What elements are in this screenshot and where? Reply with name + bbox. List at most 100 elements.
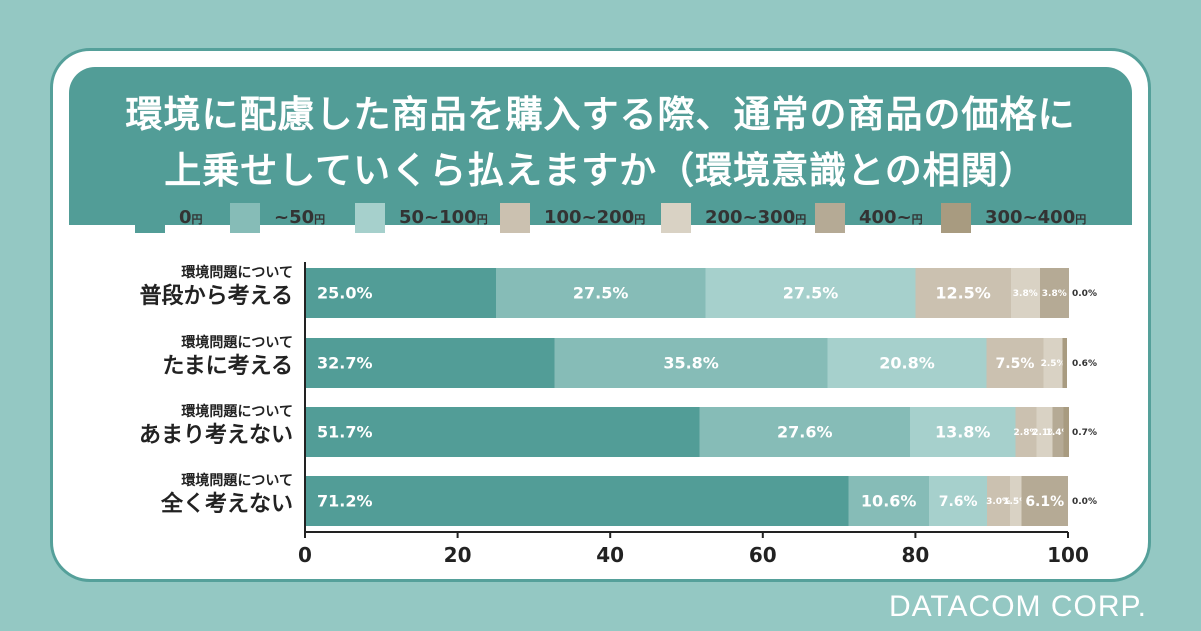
category-label-0: 環境問題について普段から考える bbox=[100, 264, 293, 312]
legend-swatch bbox=[815, 203, 845, 233]
bar-segment bbox=[986, 338, 1044, 388]
x-tick-label: 0 bbox=[298, 543, 312, 567]
legend-series-name: 100~200 bbox=[544, 207, 635, 228]
value-label: 25.0% bbox=[317, 284, 373, 303]
category-sub-label: 環境問題について bbox=[181, 265, 293, 281]
bar-segment bbox=[1036, 407, 1053, 457]
legend-series-name: 0 bbox=[179, 207, 192, 228]
legend-unit: 円 bbox=[795, 213, 807, 226]
value-label: 7.6% bbox=[939, 494, 978, 510]
category-label-3: 環境問題について 全く考えない bbox=[100, 472, 293, 520]
x-tick-label: 80 bbox=[901, 543, 930, 567]
value-label: 51.7% bbox=[317, 423, 373, 442]
legend-series-name: 400~ bbox=[859, 207, 912, 228]
bar-segment bbox=[1021, 476, 1068, 526]
legend-unit: 円 bbox=[911, 213, 923, 226]
category-label-2: 環境問題についてあまり考えない bbox=[100, 403, 293, 451]
value-label: 3.8% bbox=[1013, 289, 1038, 299]
category-label-1: 環境問題についてたまに考える bbox=[100, 334, 293, 382]
category-main-label: 普段から考える bbox=[139, 284, 293, 309]
value-label: 1.5% bbox=[1003, 497, 1028, 507]
category-sub-label: 環境問題について bbox=[181, 404, 293, 420]
legend-swatch bbox=[941, 203, 971, 233]
bar-segment bbox=[305, 407, 700, 457]
value-label: 2.1% bbox=[1032, 428, 1057, 438]
chart-title-line-2: 上乗せしていくら払えますか（環境意識との相関） bbox=[164, 149, 1037, 192]
bar-segment bbox=[305, 338, 555, 388]
legend-swatch bbox=[230, 203, 260, 233]
legend-label: ~50円 bbox=[274, 205, 325, 233]
bar-segment bbox=[929, 476, 988, 526]
legend-series-name: ~50 bbox=[274, 207, 315, 228]
value-label: 27.5% bbox=[783, 284, 839, 303]
bar-segment bbox=[1010, 268, 1040, 318]
value-label: 0.6% bbox=[1072, 359, 1097, 369]
bar-segment bbox=[1052, 407, 1064, 457]
value-label: 6.1% bbox=[1025, 494, 1064, 510]
value-label: 0.0% bbox=[1072, 289, 1097, 299]
legend-series-name: 50~100 bbox=[399, 207, 477, 228]
x-tick-label: 100 bbox=[1047, 543, 1089, 567]
value-label: 0.0% bbox=[1072, 497, 1097, 507]
legend-label: 50~100円 bbox=[399, 205, 488, 233]
legend-label: 100~200円 bbox=[544, 205, 645, 233]
legend-series-name: 200~300 bbox=[705, 207, 796, 228]
value-label: 3.8% bbox=[1042, 289, 1067, 299]
value-label: 32.7% bbox=[317, 354, 373, 373]
legend-swatch bbox=[135, 203, 165, 233]
legend-swatch bbox=[355, 203, 385, 233]
category-main-label: たまに考える bbox=[162, 354, 293, 379]
x-tick-label: 40 bbox=[596, 543, 625, 567]
category-main-label: あまり考えない bbox=[138, 423, 293, 448]
chart-title: 環境に配慮した商品を購入する際、通常の商品の価格に 上乗せしていくら払えますか（… bbox=[69, 67, 1132, 225]
value-label: 12.5% bbox=[935, 284, 991, 303]
value-label: 7.5% bbox=[996, 356, 1035, 372]
legend-unit: 円 bbox=[634, 213, 646, 226]
bar-segment bbox=[1043, 338, 1063, 388]
bar-segment bbox=[1063, 407, 1069, 457]
value-label: 3.0% bbox=[986, 497, 1011, 507]
bar-segment bbox=[987, 476, 1011, 526]
value-label: 2.5% bbox=[1041, 359, 1066, 369]
legend-unit: 円 bbox=[314, 213, 326, 226]
value-label: 2.8% bbox=[1014, 428, 1039, 438]
legend-series-name: 300~400 bbox=[985, 207, 1076, 228]
bar-segment bbox=[848, 476, 930, 526]
value-label: 13.8% bbox=[935, 423, 991, 442]
value-label: 35.8% bbox=[663, 354, 719, 373]
bar-segment bbox=[705, 268, 916, 318]
legend-swatch bbox=[500, 203, 530, 233]
x-tick-label: 60 bbox=[748, 543, 777, 567]
bar-segment bbox=[554, 338, 828, 388]
legend-label: 0円 bbox=[179, 205, 203, 233]
legend-label: 200~300円 bbox=[705, 205, 806, 233]
bar-segment bbox=[305, 476, 849, 526]
value-label: 71.2% bbox=[317, 492, 373, 511]
bar-segment bbox=[495, 268, 706, 318]
bar-segment bbox=[305, 268, 496, 318]
bar-segment bbox=[1039, 268, 1069, 318]
brand-logo-text: DATACOM CORP. bbox=[888, 590, 1147, 623]
bar-segment bbox=[827, 338, 987, 388]
legend-label: 300~400円 bbox=[985, 205, 1086, 233]
x-tick-label: 20 bbox=[443, 543, 472, 567]
bar-segment bbox=[1062, 338, 1068, 388]
legend-unit: 円 bbox=[191, 213, 203, 226]
category-sub-label: 環境問題について bbox=[181, 335, 293, 351]
category-main-label: 全く考えない bbox=[160, 492, 293, 517]
value-label: 0.7% bbox=[1072, 428, 1097, 438]
bar-segment bbox=[1010, 476, 1022, 526]
legend-unit: 円 bbox=[1075, 213, 1087, 226]
bar-segment bbox=[699, 407, 911, 457]
value-label: 27.6% bbox=[777, 423, 833, 442]
value-label: 1.4% bbox=[1046, 428, 1071, 438]
legend: 0円 ~50円 50~100円 100~200円 200~300円 400~円 300~40… bbox=[135, 203, 1095, 233]
value-label: 27.5% bbox=[573, 284, 629, 303]
value-label: 20.8% bbox=[879, 354, 935, 373]
legend-unit: 円 bbox=[476, 213, 488, 226]
bar-segment bbox=[910, 407, 1016, 457]
bar-segment bbox=[1015, 407, 1037, 457]
legend-label: 400~円 bbox=[859, 205, 923, 233]
value-label: 10.6% bbox=[861, 492, 917, 511]
